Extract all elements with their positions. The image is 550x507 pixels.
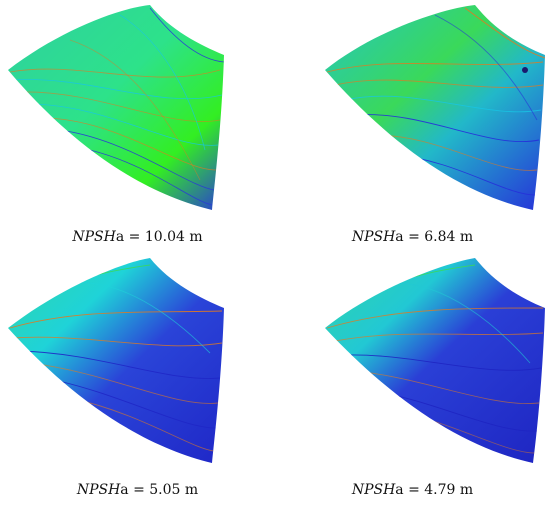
streamline-plot-2 bbox=[325, 5, 545, 210]
blade-surface bbox=[8, 258, 224, 463]
caption-3: NPSHa = 5.05 m bbox=[0, 482, 275, 498]
blade-surface bbox=[325, 258, 545, 463]
streaklines bbox=[9, 7, 224, 206]
panel-1: NPSHa = 10.04 m bbox=[0, 0, 275, 253]
caption-3-italic: NPSH bbox=[76, 482, 121, 498]
caption-1-italic: NPSH bbox=[72, 229, 116, 245]
caption-4: NPSHa = 4.79 m bbox=[275, 482, 550, 498]
panel-2: NPSHa = 6.84 m bbox=[275, 0, 550, 253]
caption-4-italic: NPSH bbox=[351, 482, 396, 498]
streaklines bbox=[9, 264, 223, 452]
panel-3: NPSHa = 5.05 m bbox=[0, 253, 275, 506]
caption-1: NPSHa = 10.04 m bbox=[0, 229, 275, 245]
vortex-marker bbox=[522, 67, 528, 73]
streamline-plot-1 bbox=[8, 5, 224, 210]
caption-4-rest: a = 4.79 m bbox=[395, 482, 474, 498]
blade-surface bbox=[325, 5, 545, 210]
panel-4: NPSHa = 4.79 m bbox=[275, 253, 550, 506]
caption-2: NPSHa = 6.84 m bbox=[275, 229, 550, 245]
caption-3-rest: a = 5.05 m bbox=[120, 482, 199, 498]
streamline-plot-4 bbox=[325, 258, 545, 463]
blade-surface bbox=[8, 5, 224, 210]
caption-1-rest: a = 10.04 m bbox=[115, 229, 203, 245]
streamline-plot-3 bbox=[8, 258, 224, 463]
caption-2-rest: a = 6.84 m bbox=[395, 229, 474, 245]
caption-2-italic: NPSH bbox=[351, 229, 396, 245]
